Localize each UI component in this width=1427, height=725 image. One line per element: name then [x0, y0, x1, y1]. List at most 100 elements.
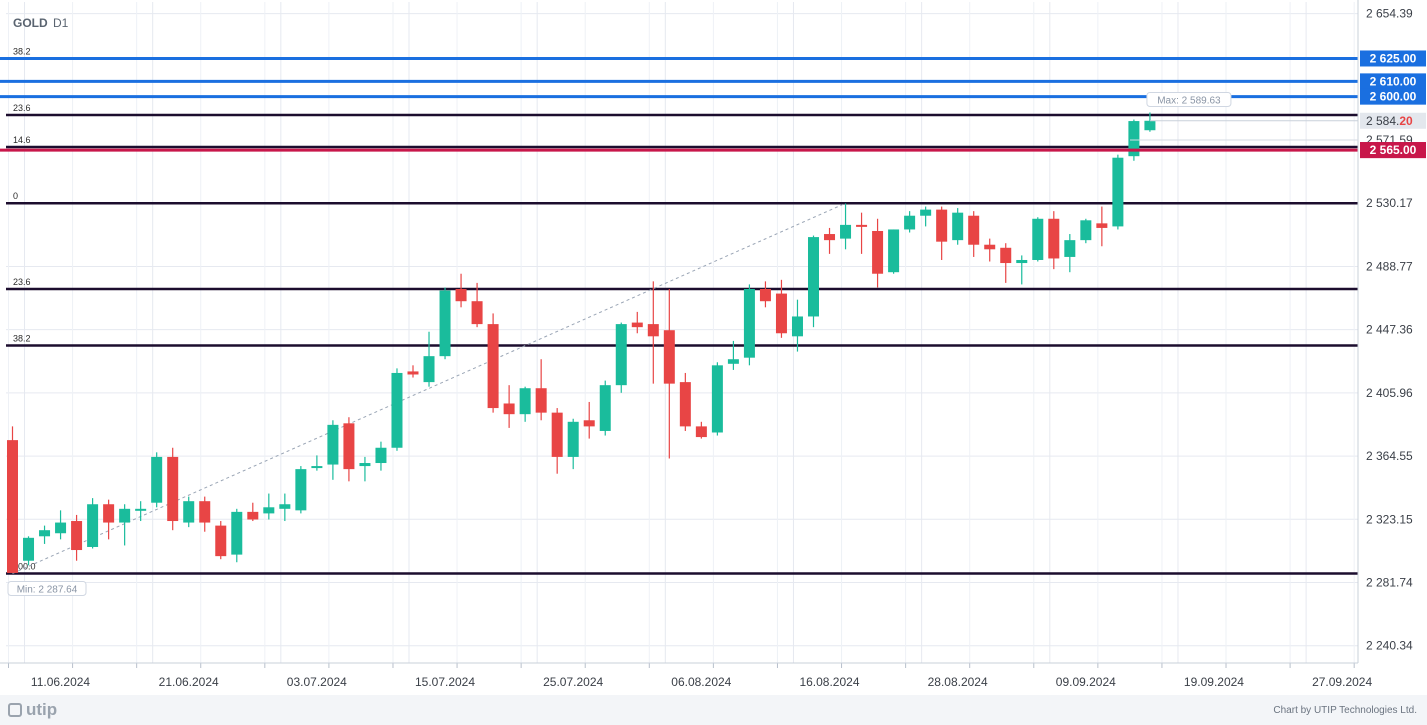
candles-layer [7, 112, 1156, 573]
candle-down [824, 234, 836, 241]
symbol-label: GOLD [13, 16, 48, 30]
fib-level-label: 38.2 [13, 333, 31, 343]
trendline-layer [12, 202, 846, 574]
x-tick-label: 27.09.2024 [1312, 675, 1372, 689]
price-level-value: 2 600.00 [1370, 90, 1417, 104]
candle-down [71, 521, 83, 551]
price-level-value-front: 2 565.00 [1370, 143, 1417, 157]
candle-down [503, 403, 515, 415]
candle-down [968, 215, 980, 245]
fibonacci-levels: 38.2 23.6 14.6 0 23.6 38.2 100.0 [6, 46, 1358, 575]
candle-down [663, 330, 675, 384]
candle-up [1064, 240, 1076, 257]
candle-up [391, 372, 403, 448]
candle-down [343, 423, 355, 470]
candle-down [455, 288, 467, 302]
fib-level-label: 23.6 [13, 277, 31, 287]
candle-up [23, 537, 35, 561]
trendline [12, 202, 846, 574]
y-tick-label: 2 488.77 [1366, 259, 1413, 273]
candle-up [952, 212, 964, 241]
timeframe-label: D1 [53, 16, 69, 30]
candle-up [711, 365, 723, 433]
candle-down [984, 244, 996, 250]
candle-up [743, 288, 755, 358]
x-tick-label: 28.08.2024 [928, 675, 988, 689]
x-tick-label: 06.08.2024 [671, 675, 731, 689]
y-tick-label: 2 364.55 [1366, 449, 1413, 463]
candle-down [872, 230, 884, 274]
candle-up [904, 215, 916, 230]
candle-down [1000, 247, 1012, 264]
fib-level-label: 38.2 [13, 46, 31, 56]
candle-down [647, 324, 659, 337]
candle-down [1048, 218, 1060, 259]
candle-up [920, 209, 932, 216]
candle-down [199, 501, 211, 523]
candle-up [311, 466, 323, 469]
y-tick-label: 2 405.96 [1366, 386, 1413, 400]
candle-down [167, 456, 179, 522]
candle-up [615, 324, 627, 386]
candle-down [551, 412, 563, 457]
candle-up [151, 456, 163, 503]
candle-up [55, 522, 67, 534]
candle-down [215, 525, 227, 557]
x-tick-label: 21.06.2024 [159, 675, 219, 689]
candle-up [327, 424, 339, 465]
candle-up [375, 447, 387, 464]
current-price-value: 2 584.20 [1366, 114, 1413, 128]
candle-up [295, 469, 307, 511]
x-tick-label: 15.07.2024 [415, 675, 475, 689]
utip-logo[interactable]: utip [8, 700, 57, 720]
current-price-main: 2 584. [1366, 114, 1399, 128]
utip-logo-icon [8, 703, 22, 717]
candle-down [7, 440, 18, 573]
candle-down [1096, 223, 1108, 228]
candle-up [1112, 157, 1124, 227]
candle-up [231, 511, 243, 555]
min-label-box [7, 580, 87, 596]
candle-up [727, 359, 739, 364]
candle-up [1080, 220, 1092, 241]
candle-up [279, 504, 291, 509]
current-price-fraction: 20 [1399, 114, 1413, 128]
candle-down [583, 420, 595, 427]
candle-up [1128, 121, 1140, 157]
candle-down [407, 371, 419, 375]
x-tick-label: 16.08.2024 [799, 675, 859, 689]
candle-up [791, 316, 803, 337]
fib-level-label: 100.0 [13, 561, 36, 571]
x-tick-label: 09.09.2024 [1056, 675, 1116, 689]
candle-up [840, 224, 852, 239]
candle-down [103, 504, 115, 523]
candle-down [471, 301, 483, 325]
price-level-tag [1360, 50, 1426, 67]
candle-down [247, 511, 259, 520]
max-label-box [1146, 91, 1232, 107]
candle-up [1144, 120, 1156, 131]
fib-level-label: 14.6 [13, 135, 31, 145]
fib-level-label: 0 [13, 191, 18, 201]
x-tick-label: 25.07.2024 [543, 675, 603, 689]
chart-canvas[interactable]: 38.2 23.6 14.6 0 23.6 38.2 100.0 2 625.00 2 610… [0, 0, 1427, 695]
logo-text: utip [26, 700, 58, 719]
candle-up [119, 508, 131, 523]
y-tick-label: 2 281.74 [1366, 575, 1413, 589]
candle-down [856, 224, 868, 227]
x-tick-label: 19.09.2024 [1184, 675, 1244, 689]
candle-up [135, 508, 147, 511]
y-tick-label: 2 447.36 [1366, 323, 1413, 337]
candle-up [359, 463, 371, 467]
candle-up [39, 530, 51, 537]
candle-up [888, 229, 900, 273]
candle-up [519, 388, 531, 415]
chart-credit: Chart by UTIP Technologies Ltd. [1273, 705, 1417, 716]
x-tick-label: 11.06.2024 [31, 675, 90, 689]
fib-level-label: 23.6 [13, 103, 31, 113]
candle-up [1016, 259, 1028, 264]
candle-down [535, 388, 547, 413]
current-price-tag [1360, 112, 1426, 129]
axis-layer: 2 654.39 2 530.17 2 488.77 2 447.36 2 405.96… [0, 0, 1413, 689]
